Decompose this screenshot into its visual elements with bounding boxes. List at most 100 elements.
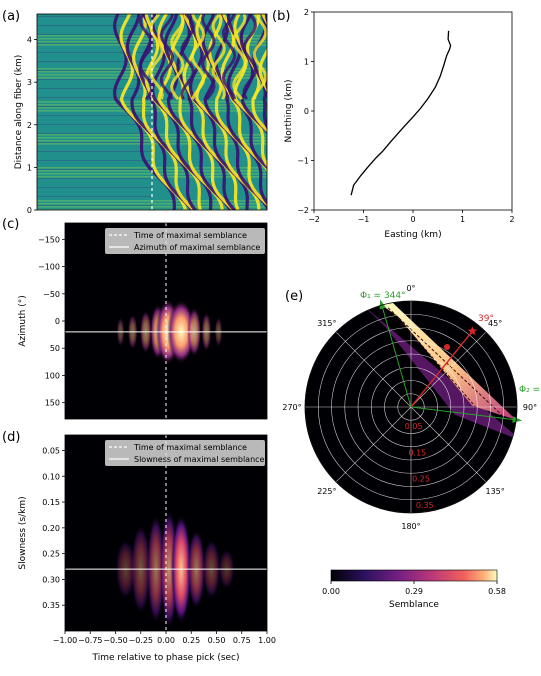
panel-b-x-ticks: −2 −1 0 1 2 xyxy=(308,210,515,224)
wavefront-band xyxy=(242,14,258,100)
panel-a-y-ticks: 0 1 2 3 4 xyxy=(27,36,37,215)
y-tick-label: −1 xyxy=(297,157,309,166)
y-tick-label: 0 xyxy=(27,206,32,215)
noise-stripe xyxy=(37,169,152,170)
phi1-marker xyxy=(379,299,386,310)
panel-b-y-ticks: −2 −1 0 1 2 xyxy=(297,8,314,215)
wavefront-band xyxy=(138,14,197,210)
phi1-line xyxy=(381,304,412,408)
wavefront-band xyxy=(245,14,267,133)
x-tick-label: −0.50 xyxy=(103,636,128,645)
panel-d-ylabel: Slowness (s/km) xyxy=(18,496,28,569)
colorbar-gradient xyxy=(330,569,498,582)
noise-stripe xyxy=(37,178,152,179)
y-tick-label: 3 xyxy=(27,78,32,87)
y-tick-label: 0.05 xyxy=(42,446,60,455)
wavefront-band xyxy=(138,14,154,101)
radial-label: 0.05 xyxy=(405,422,423,431)
wavefront-band xyxy=(170,14,185,101)
noise-stripe xyxy=(37,142,152,143)
noise-stripe xyxy=(37,124,152,125)
angle-label: 180° xyxy=(401,522,420,531)
x-tick-label: 1 xyxy=(460,215,465,224)
phi-triangle xyxy=(379,299,386,310)
wavefront-band xyxy=(119,14,187,210)
x-tick-label: −1.00 xyxy=(53,636,78,645)
noise-stripe xyxy=(37,151,152,152)
wavefront-band xyxy=(159,14,175,100)
phi-triangle xyxy=(512,416,523,423)
panel-d-x-ticks: −1.00 −0.75 −0.50 −0.25 0.00 0.25 0.50 0.75 1.00 xyxy=(53,631,276,645)
wavefront-band xyxy=(201,14,267,210)
noise-stripe xyxy=(37,106,152,107)
wavefront-band xyxy=(144,14,202,210)
y-tick-label: 50 xyxy=(50,344,60,353)
wavefront-band xyxy=(131,14,196,210)
y-tick-label: −2 xyxy=(297,206,309,215)
panel-d-legend-item-time: Time of maximal semblance xyxy=(133,443,247,452)
panel-e-label: (e) xyxy=(285,289,303,304)
colorbar: 0.00 0.29 0.58 Semblance xyxy=(322,569,506,610)
angle-label: 0° xyxy=(406,284,415,293)
x-tick-label: −0.75 xyxy=(78,636,103,645)
wedge-boundary-2 xyxy=(401,322,478,409)
max-azimuth-star xyxy=(467,326,478,336)
noise-stripe xyxy=(37,205,152,206)
angle-spoke xyxy=(410,331,487,408)
noise-stripe xyxy=(37,43,152,44)
colorbar-tick-label: 0.29 xyxy=(405,587,423,596)
noise-stripe xyxy=(37,185,267,187)
colorbar-tick-label: 0.58 xyxy=(488,587,506,596)
noise-stripe xyxy=(37,196,152,197)
panel-b-frame xyxy=(313,11,513,211)
noise-stripe xyxy=(37,107,267,109)
panel-c-legend-box xyxy=(105,228,265,254)
noise-stripe xyxy=(37,167,267,169)
panel-d-legend: Time of maximal semblance Slowness of ma… xyxy=(105,440,265,466)
angle-label: 45° xyxy=(488,319,502,328)
y-tick-label: 2 xyxy=(304,8,309,17)
panel-a-frame xyxy=(36,13,268,211)
y-tick-label: 0 xyxy=(55,317,60,326)
y-tick-label: 1 xyxy=(27,163,32,172)
panel-c-legend-item-time: Time of maximal semblance xyxy=(133,231,247,240)
noise-stripe xyxy=(37,133,152,134)
radial-label: 0.25 xyxy=(412,475,430,484)
noise-stripe xyxy=(37,115,152,116)
fiber-track-line xyxy=(350,30,452,196)
colorbar-label: Semblance xyxy=(389,600,439,610)
x-tick-label: −0.25 xyxy=(128,636,153,645)
noise-stripe xyxy=(37,173,267,175)
wavefront-band xyxy=(149,14,164,100)
noise-stripe xyxy=(37,52,152,53)
x-tick-label: 0 xyxy=(410,215,415,224)
angle-label: 90° xyxy=(523,403,537,412)
phi2-line xyxy=(410,406,517,421)
wavefront-band xyxy=(211,14,226,100)
panel-b: −2 −1 0 1 2 −2 −1 0 1 2 Easting (km) Northing (k… xyxy=(284,8,515,240)
y-tick-label: 0.20 xyxy=(42,524,60,533)
wavefront-band xyxy=(232,14,247,101)
panel-c-ylabel: Azimuth (°) xyxy=(18,295,28,346)
wavefront-band xyxy=(252,14,267,100)
noise-stripe xyxy=(37,179,267,181)
noise-stripe xyxy=(37,191,267,193)
panel-b-ylabel: Northing (km) xyxy=(284,80,294,143)
polar-angle-labels: 0° 45° 90° 135° 180° 225° 270° 315° xyxy=(282,284,537,531)
panel-b-label: (b) xyxy=(272,9,290,24)
x-tick-label: −2 xyxy=(308,215,320,224)
noise-stripe xyxy=(37,79,152,80)
x-tick-label: 2 xyxy=(509,215,514,224)
noise-stripe xyxy=(37,203,267,205)
noise-stripe xyxy=(37,61,152,62)
panel-a: 0 1 2 3 4 Distance along fiber (km) xyxy=(14,13,268,215)
x-tick-label: 0.00 xyxy=(157,636,175,645)
wavefront-band xyxy=(207,14,267,207)
panel-e: 0° 45° 90° 135° 180° 225° 270° 315° 0.05 0.15 0.2… xyxy=(282,284,540,531)
angle-label: 315° xyxy=(317,319,336,328)
y-tick-label: 0.10 xyxy=(42,472,60,481)
phi2-label: Φ₂ = xyxy=(519,385,540,395)
panel-c-legend: Time of maximal semblance Azimuth of max… xyxy=(105,228,265,254)
wedge-boundary-1 xyxy=(387,307,503,416)
y-tick-label: 2 xyxy=(27,121,32,130)
